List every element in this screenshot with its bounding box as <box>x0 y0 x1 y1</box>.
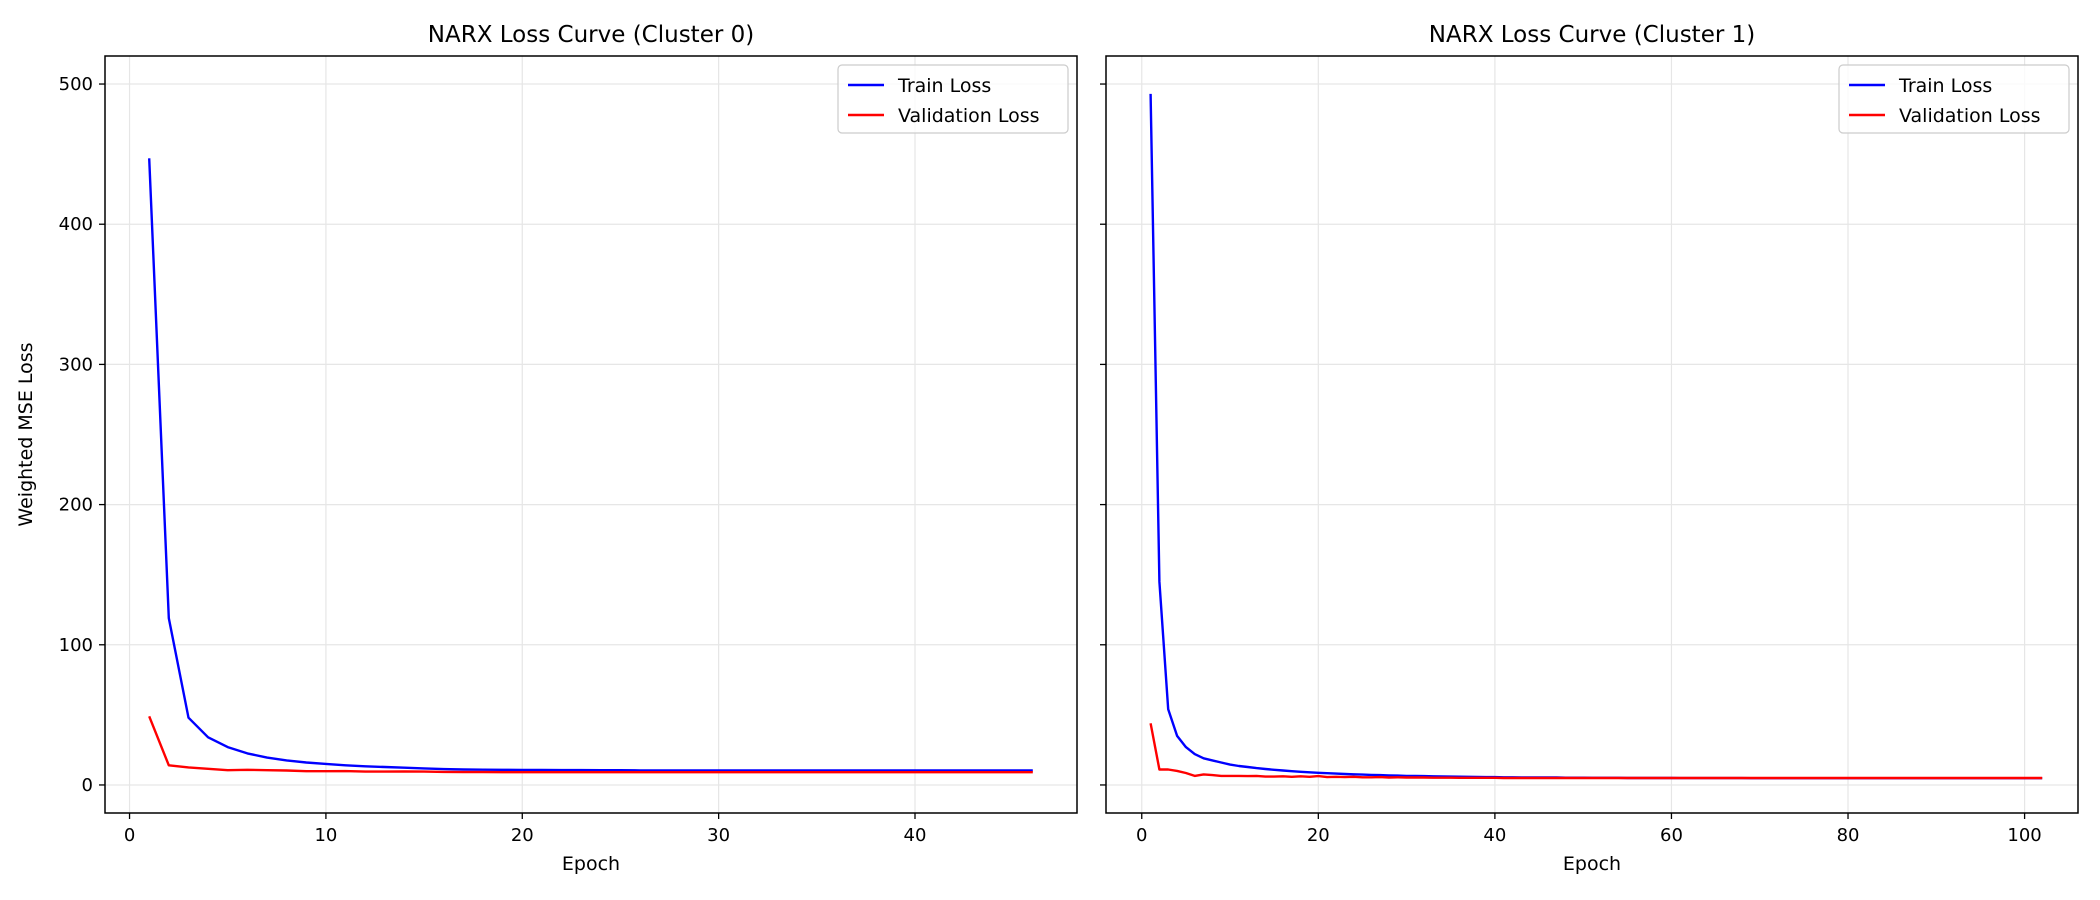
legend-label-train: Train Loss <box>1898 75 1992 97</box>
plot-frame <box>104 55 1078 814</box>
legend: Train Loss Validation Loss <box>837 64 1069 134</box>
train-loss-line <box>148 158 1033 772</box>
chart-title: NARX Loss Curve (Cluster 1) <box>1429 22 1755 48</box>
x-axis-label: Epoch <box>1563 853 1621 875</box>
x-tick-label: 40 <box>904 825 927 846</box>
chart-cluster-1: 0 20 40 60 80 100 NARX Loss Curve (Cluster 1)… <box>1100 22 2079 875</box>
y-tick-label: 500 <box>59 74 93 95</box>
chart-title: NARX Loss Curve (Cluster 0) <box>428 22 754 48</box>
x-tick-label: 100 <box>2007 825 2041 846</box>
plot-lines <box>1149 93 2043 780</box>
legend-label-train: Train Loss <box>897 75 991 97</box>
legend: Train Loss Validation Loss <box>1838 64 2070 134</box>
plot-frame <box>1105 55 2079 814</box>
validation-loss-line <box>1149 723 2043 780</box>
x-tick-label: 0 <box>124 825 135 846</box>
legend-label-validation: Validation Loss <box>1899 105 2041 127</box>
y-axis-label: Weighted MSE Loss <box>15 342 37 526</box>
y-tick-label: 400 <box>59 214 93 235</box>
x-tick-label: 30 <box>707 825 730 846</box>
train-loss-line <box>1149 93 2043 780</box>
axis-ticks: 0 20 40 60 80 100 <box>1100 83 2042 846</box>
x-tick-label: 20 <box>511 825 534 846</box>
x-tick-label: 0 <box>1136 825 1147 846</box>
legend-box <box>1838 64 2070 134</box>
y-tick-label: 200 <box>59 495 93 516</box>
validation-loss-line <box>148 715 1033 774</box>
legend-box <box>837 64 1069 134</box>
y-tick-label: 300 <box>59 354 93 375</box>
x-tick-label: 40 <box>1483 825 1506 846</box>
legend-label-validation: Validation Loss <box>898 105 1040 127</box>
grid-lines <box>105 56 1077 813</box>
plot-lines <box>148 158 1033 774</box>
grid-lines <box>1106 56 2078 813</box>
x-axis-label: Epoch <box>562 853 620 875</box>
x-tick-label: 80 <box>1837 825 1860 846</box>
y-tick-label: 0 <box>82 775 93 796</box>
x-tick-label: 20 <box>1307 825 1330 846</box>
x-tick-label: 60 <box>1660 825 1683 846</box>
y-tick-label: 100 <box>59 635 93 656</box>
x-tick-label: 10 <box>314 825 337 846</box>
